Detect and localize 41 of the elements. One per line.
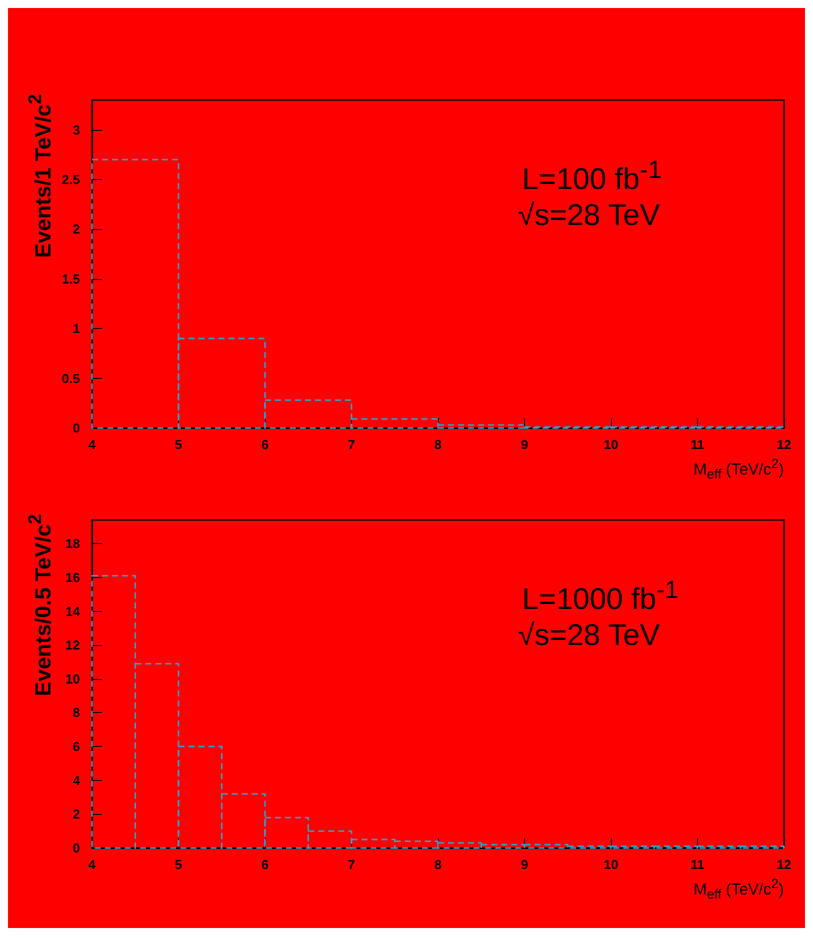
- x-tick-label: 5: [174, 857, 182, 872]
- y-tick-label: 14: [66, 604, 81, 619]
- x-tick-label: 8: [434, 857, 442, 872]
- x-tick-label: 7: [348, 437, 356, 452]
- y-tick-label: 10: [66, 671, 80, 686]
- x-axis-title: M$_{eff}$ (TeV/c$^{2}$): [694, 875, 784, 904]
- x-tick-label: 11: [690, 857, 704, 872]
- y-tick-label: 3: [72, 122, 80, 138]
- y-tick-label: 18: [66, 536, 80, 552]
- y-tick-label: 0: [72, 420, 80, 436]
- x-tick-label: 10: [604, 437, 618, 452]
- annotation: L=1000 fb$^{-1}$: [522, 575, 679, 618]
- y-tick-label: 2: [72, 222, 80, 237]
- y-tick-label: 1: [72, 321, 80, 336]
- x-axis-title: M$_{eff}$ (TeV/c$^{2}$): [694, 455, 784, 484]
- x-tick-label: 8: [434, 437, 442, 452]
- y-tick-label: 6: [72, 739, 80, 754]
- y-tick-label: 8: [72, 705, 80, 720]
- x-tick-label: 9: [520, 857, 528, 872]
- x-tick-label: 6: [261, 437, 269, 452]
- annotation: L=100 fb$^{-1}$: [522, 155, 662, 198]
- x-tick-label: 5: [174, 437, 182, 452]
- y-tick-label: 1.5: [62, 271, 80, 286]
- annotation: √s=28 TeV: [518, 618, 660, 654]
- x-tick-label: 10: [604, 857, 618, 872]
- y-tick-label: 0: [72, 840, 80, 856]
- y-tick-label: 4: [72, 772, 81, 788]
- x-tick-label: 12: [776, 437, 792, 452]
- x-tick-label: 4: [88, 857, 96, 872]
- x-tick-label: 4: [88, 437, 96, 452]
- y-tick-label: 2: [72, 806, 80, 822]
- y-tick-label: 16: [66, 570, 80, 585]
- x-tick-label: 11: [690, 437, 704, 452]
- y-tick-label: 12: [66, 638, 80, 653]
- x-tick-label: 7: [348, 857, 356, 872]
- x-tick-label: 6: [261, 857, 269, 872]
- y-tick-label: 0.5: [62, 370, 80, 386]
- annotation: √s=28 TeV: [518, 198, 660, 234]
- x-tick-label: 12: [776, 857, 792, 872]
- y-tick-label: 2.5: [62, 172, 80, 188]
- x-tick-label: 9: [520, 437, 528, 452]
